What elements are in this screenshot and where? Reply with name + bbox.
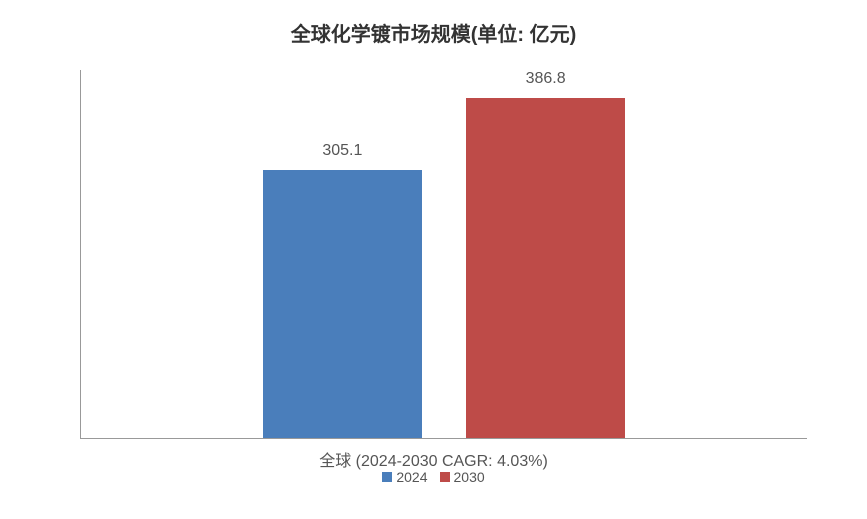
legend-item: 2030 bbox=[440, 469, 485, 485]
legend-label: 2030 bbox=[454, 469, 485, 485]
legend: 2024 2030 bbox=[0, 469, 867, 485]
plot-area: 305.1 386.8 bbox=[80, 70, 807, 439]
legend-item: 2024 bbox=[382, 469, 427, 485]
bar-2030 bbox=[466, 98, 626, 438]
legend-swatch bbox=[440, 472, 450, 482]
legend-label: 2024 bbox=[396, 469, 427, 485]
bar-value-label: 305.1 bbox=[322, 142, 362, 160]
legend-swatch bbox=[382, 472, 392, 482]
chart-container: 全球化学镀市场规模(单位: 亿元) 305.1 386.8 全球 (2024-20… bbox=[0, 0, 867, 519]
bar-value-label: 386.8 bbox=[526, 70, 566, 88]
bar-2024 bbox=[263, 170, 423, 438]
chart-title: 全球化学镀市场规模(单位: 亿元) bbox=[0, 18, 867, 47]
x-axis-label: 全球 (2024-2030 CAGR: 4.03%) bbox=[0, 447, 867, 471]
